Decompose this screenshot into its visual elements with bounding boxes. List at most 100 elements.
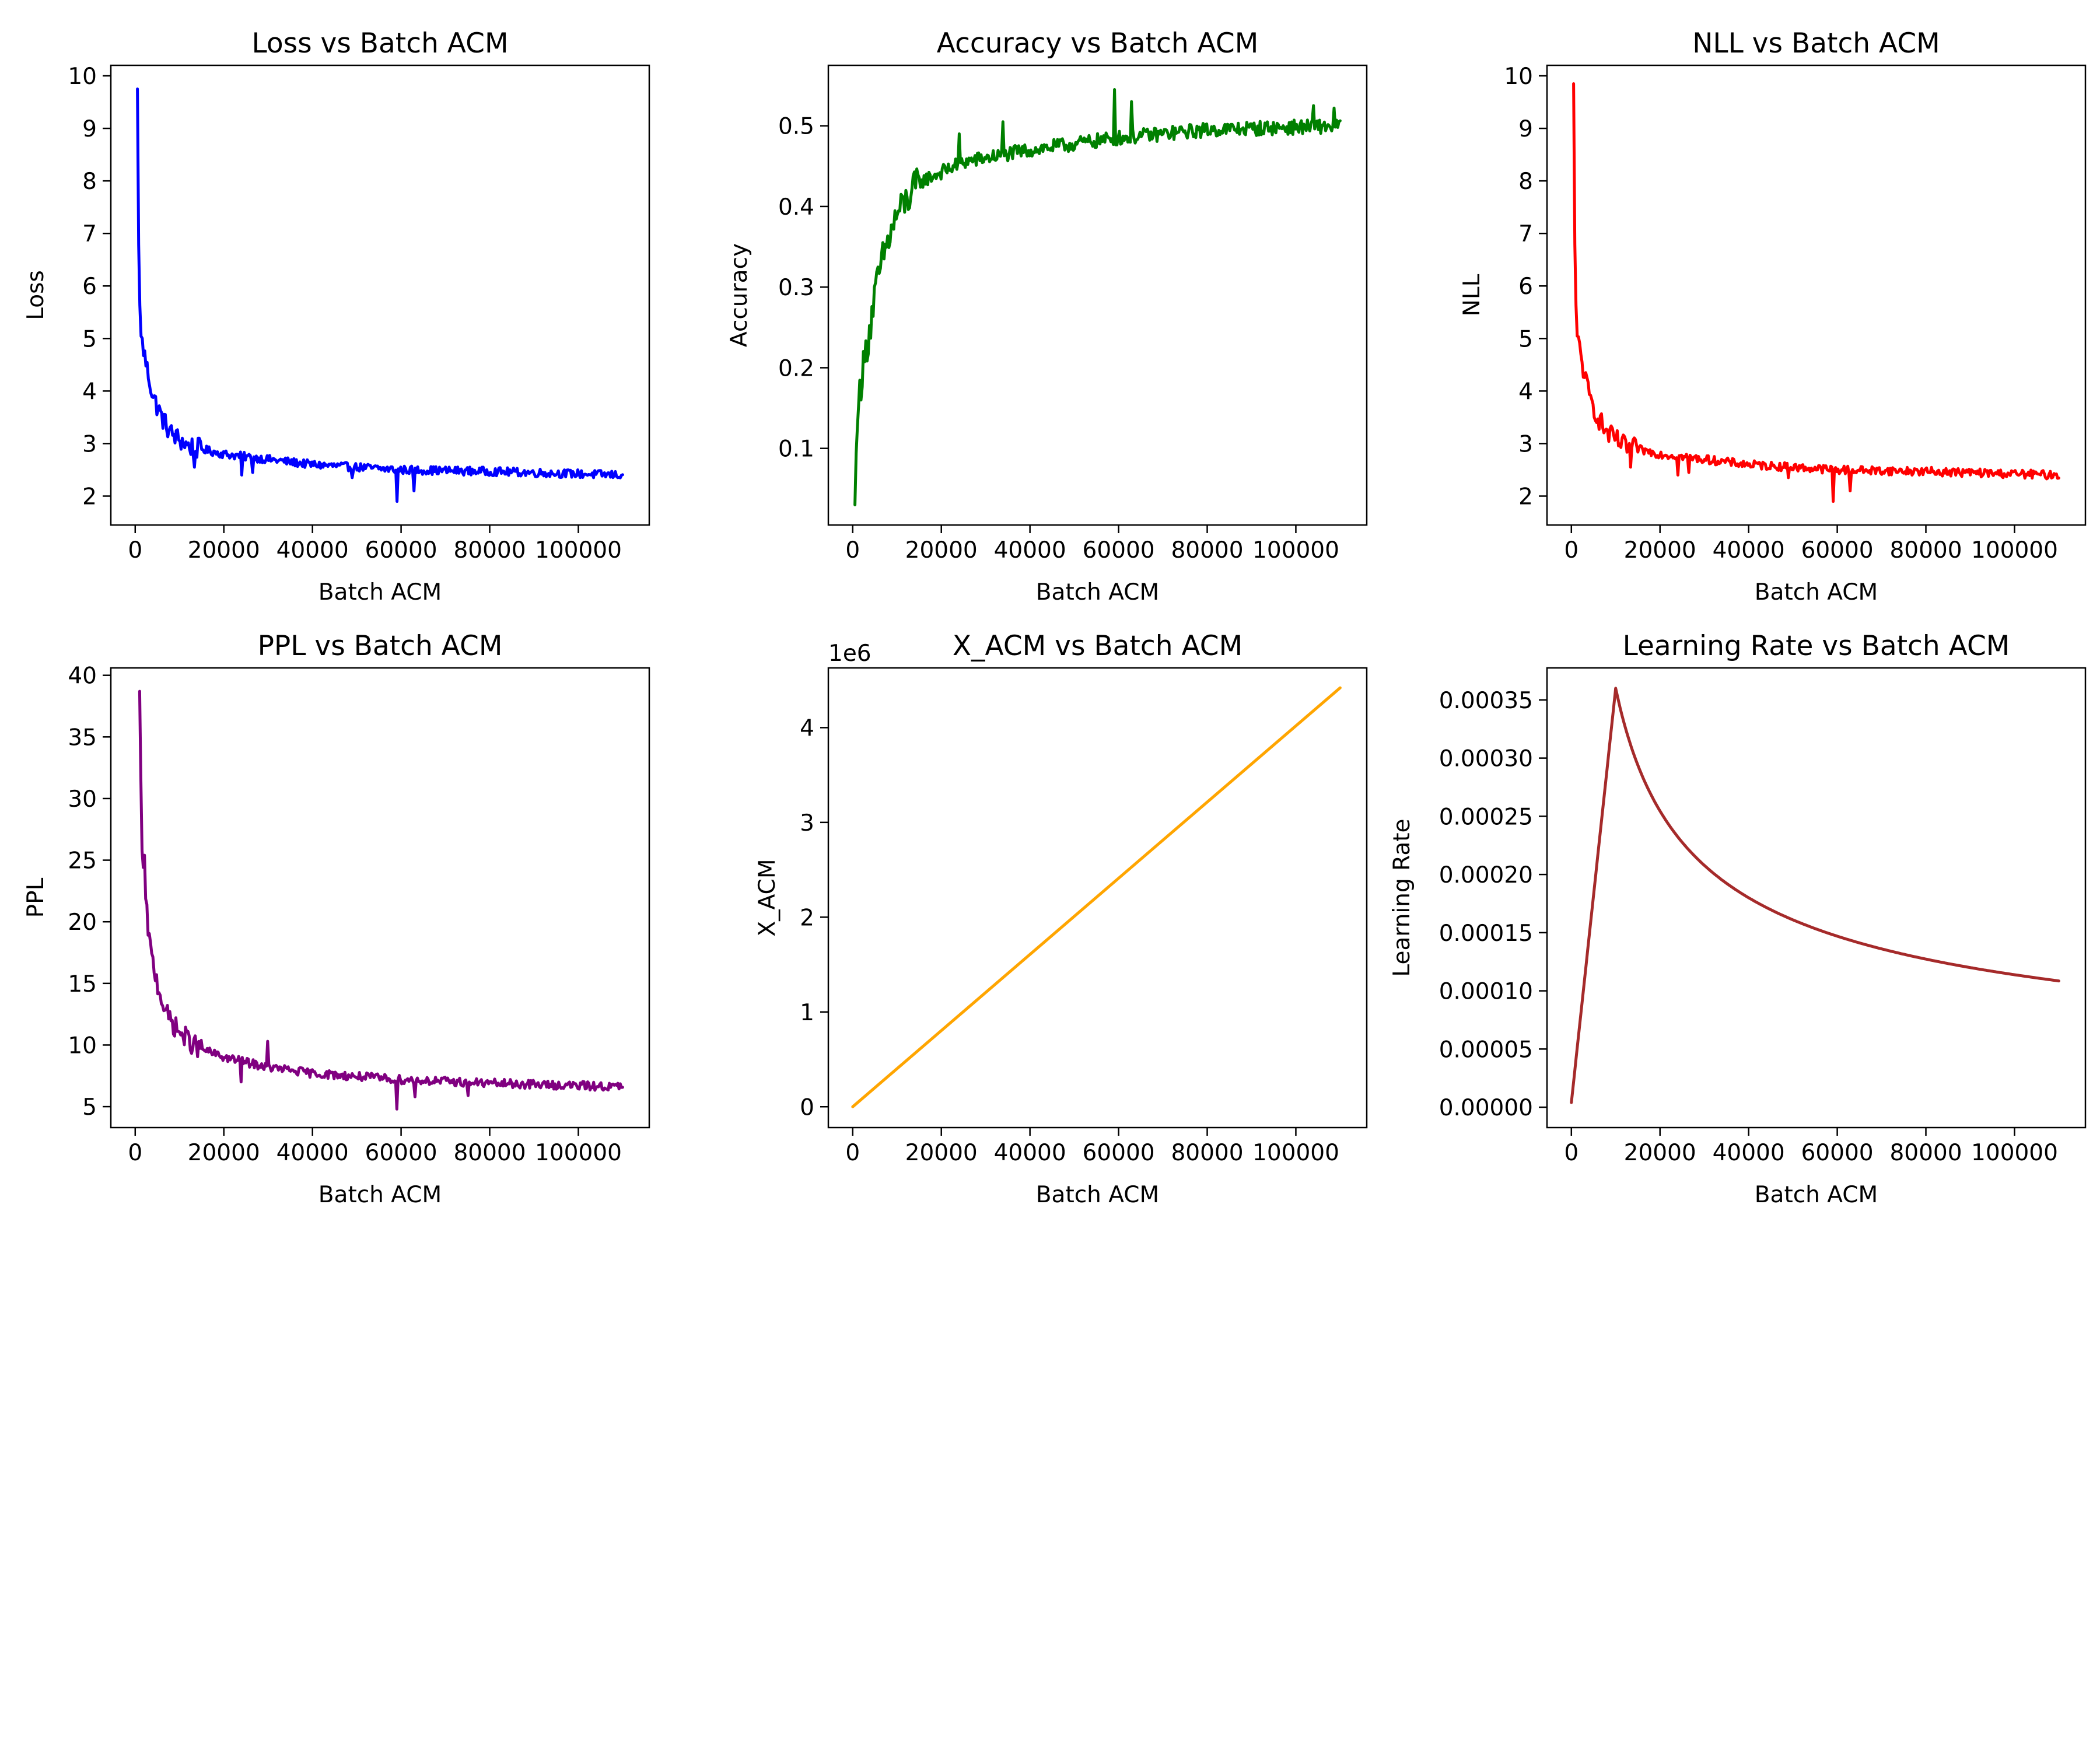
y-tick-label: 10 <box>1504 64 1533 90</box>
x-tick-label: 60000 <box>365 1140 438 1166</box>
y-axis-label: Accuracy <box>726 243 752 347</box>
y-tick-label: 0.00005 <box>1439 1037 1533 1063</box>
plot-frame <box>827 667 1368 1129</box>
y-tick-label: 0.00000 <box>1439 1095 1533 1121</box>
chart-panel-x-acm: X_ACM vs Batch ACM Batch ACM X_ACM 1e6 0… <box>754 630 1368 1208</box>
y-tick-label: 8 <box>82 169 97 195</box>
x-tick-label: 80000 <box>1889 1140 1962 1166</box>
x-tick-label: 80000 <box>1889 537 1962 564</box>
y-tick-label: 0.00010 <box>1439 979 1533 1005</box>
x-tick-label: 60000 <box>1801 537 1874 564</box>
x-tick-label: 60000 <box>1083 537 1155 564</box>
x-tick-label: 40000 <box>1713 1140 1785 1166</box>
x-tick-label: 20000 <box>1624 1140 1696 1166</box>
x-tick-label: 40000 <box>276 1140 349 1166</box>
y-tick-label: 6 <box>1518 274 1533 300</box>
y-tick-label: 5 <box>82 326 97 352</box>
y-axis-label: PPL <box>23 877 49 918</box>
x-tick-label: 100000 <box>1252 1140 1339 1166</box>
x-tick-label: 60000 <box>365 537 438 564</box>
x-tick-label: 80000 <box>453 1140 526 1166</box>
chart-panel-learning-rate: Learning Rate vs Batch ACM Batch ACM Lea… <box>1389 630 2087 1208</box>
y-tick-label: 0.1 <box>778 436 814 463</box>
chart-title: Learning Rate vs Batch ACM <box>1623 630 2010 662</box>
x-tick-label: 60000 <box>1083 1140 1155 1166</box>
x-tick-label: 60000 <box>1801 1140 1874 1166</box>
y-tick-label: 0.4 <box>778 194 814 220</box>
y-axis-label: Learning Rate <box>1389 818 1415 977</box>
y-tick-label: 35 <box>68 724 97 751</box>
y-tick-label: 40 <box>68 663 97 690</box>
chart-title: PPL vs Batch ACM <box>258 630 503 662</box>
x-tick-label: 0 <box>845 537 860 564</box>
series-line <box>1570 687 2060 1104</box>
y-tick-label: 0.00030 <box>1439 746 1533 772</box>
x-axis-label: Batch ACM <box>1036 579 1159 606</box>
y-tick-label: 0.3 <box>778 275 814 301</box>
series-line <box>853 88 1342 506</box>
x-tick-label: 100000 <box>1971 537 2058 564</box>
series-line <box>1572 82 2060 503</box>
x-axis-label: Batch ACM <box>1755 1182 1878 1208</box>
x-axis-label: Batch ACM <box>1036 1182 1159 1208</box>
x-tick-label: 80000 <box>453 537 526 564</box>
y-tick-label: 0 <box>800 1094 814 1121</box>
y-tick-label: 0.00020 <box>1439 862 1533 888</box>
x-tick-label: 0 <box>128 537 142 564</box>
y-tick-label: 5 <box>82 1094 97 1121</box>
y-tick-label: 0.00015 <box>1439 921 1533 947</box>
y-axis-offset-label: 1e6 <box>828 640 872 667</box>
x-tick-label: 40000 <box>276 537 349 564</box>
chart-title: NLL vs Batch ACM <box>1692 27 1940 60</box>
y-tick-label: 4 <box>800 715 814 741</box>
x-tick-label: 80000 <box>1171 537 1243 564</box>
plot-frame <box>110 667 650 1129</box>
y-tick-label: 2 <box>800 905 814 931</box>
y-tick-label: 2 <box>1518 484 1533 510</box>
plot-frame <box>110 64 650 526</box>
x-tick-label: 20000 <box>905 537 978 564</box>
y-tick-label: 3 <box>800 810 814 836</box>
y-tick-label: 4 <box>1518 379 1533 405</box>
x-tick-label: 80000 <box>1171 1140 1243 1166</box>
y-tick-label: 3 <box>1518 431 1533 457</box>
y-tick-label: 2 <box>82 484 97 510</box>
y-tick-label: 7 <box>82 221 97 247</box>
y-tick-label: 9 <box>1518 116 1533 142</box>
x-tick-label: 20000 <box>1624 537 1696 564</box>
x-axis-label: Batch ACM <box>318 1182 442 1208</box>
y-tick-label: 8 <box>1518 169 1533 195</box>
y-tick-label: 10 <box>68 1032 97 1059</box>
x-tick-label: 0 <box>1564 537 1578 564</box>
chart-panel-loss: Loss vs Batch ACM Batch ACM Loss 0 20000 4… <box>23 27 650 606</box>
y-tick-label: 0.2 <box>778 355 814 382</box>
y-tick-label: 30 <box>68 786 97 813</box>
x-tick-label: 0 <box>845 1140 860 1166</box>
y-axis-label: NLL <box>1459 274 1485 316</box>
series-line <box>851 686 1342 1108</box>
plot-frame <box>827 64 1368 526</box>
y-tick-label: 5 <box>1518 326 1533 352</box>
x-tick-label: 40000 <box>994 1140 1066 1166</box>
x-tick-label: 40000 <box>994 537 1066 564</box>
x-tick-label: 40000 <box>1713 537 1785 564</box>
plot-frame <box>1546 64 2087 526</box>
y-tick-label: 0.5 <box>778 114 814 140</box>
y-tick-label: 25 <box>68 848 97 874</box>
y-tick-label: 9 <box>82 116 97 142</box>
chart-title: X_ACM vs Batch ACM <box>953 630 1242 662</box>
x-tick-label: 100000 <box>535 537 622 564</box>
y-tick-label: 4 <box>82 379 97 405</box>
chart-title: Loss vs Batch ACM <box>251 27 508 60</box>
series-line <box>138 690 624 1111</box>
x-tick-label: 100000 <box>1252 537 1339 564</box>
y-axis-label: Loss <box>23 270 49 320</box>
y-tick-label: 1 <box>800 1000 814 1026</box>
x-axis-label: Batch ACM <box>318 579 442 606</box>
x-axis-label: Batch ACM <box>1755 579 1878 606</box>
y-tick-label: 6 <box>82 274 97 300</box>
y-tick-label: 0.00035 <box>1439 688 1533 714</box>
y-tick-label: 15 <box>68 971 97 998</box>
y-tick-label: 7 <box>1518 221 1533 247</box>
